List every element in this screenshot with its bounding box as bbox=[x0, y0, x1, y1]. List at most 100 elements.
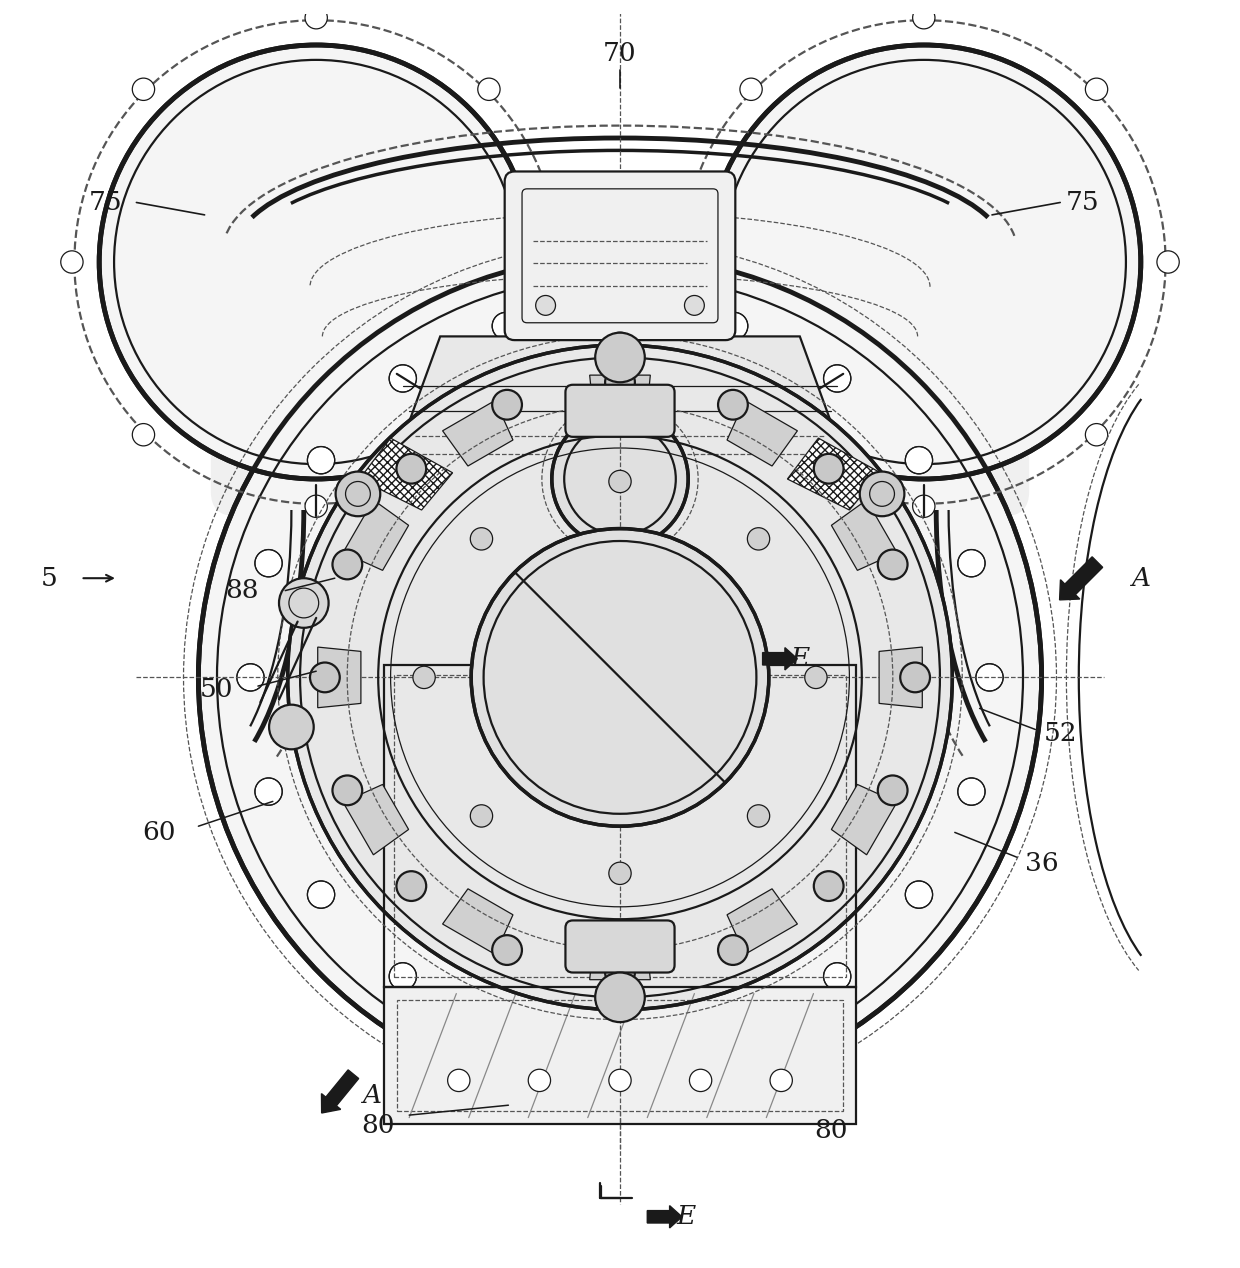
Circle shape bbox=[878, 776, 908, 805]
Circle shape bbox=[310, 662, 340, 692]
Text: 5: 5 bbox=[41, 566, 58, 591]
Circle shape bbox=[878, 549, 908, 579]
Circle shape bbox=[389, 365, 417, 392]
Circle shape bbox=[813, 871, 843, 902]
Circle shape bbox=[905, 881, 932, 908]
Circle shape bbox=[174, 231, 1066, 1123]
Circle shape bbox=[332, 776, 362, 805]
Circle shape bbox=[720, 312, 748, 340]
Polygon shape bbox=[727, 889, 797, 955]
Polygon shape bbox=[831, 785, 897, 855]
Polygon shape bbox=[443, 889, 513, 955]
Circle shape bbox=[308, 446, 335, 474]
Bar bbox=[384, 664, 856, 988]
Polygon shape bbox=[391, 336, 849, 473]
Circle shape bbox=[976, 663, 1003, 691]
Circle shape bbox=[813, 454, 843, 483]
Circle shape bbox=[913, 6, 935, 29]
Text: 80: 80 bbox=[813, 1117, 848, 1142]
Circle shape bbox=[255, 779, 283, 805]
Text: 60: 60 bbox=[141, 820, 176, 844]
Circle shape bbox=[397, 454, 427, 483]
Circle shape bbox=[770, 1069, 792, 1092]
Text: 75: 75 bbox=[1065, 190, 1100, 216]
Polygon shape bbox=[879, 647, 923, 708]
Circle shape bbox=[676, 14, 1172, 510]
Text: 50: 50 bbox=[200, 677, 234, 702]
Circle shape bbox=[957, 549, 985, 577]
Circle shape bbox=[609, 1069, 631, 1092]
Circle shape bbox=[905, 446, 932, 474]
Circle shape bbox=[470, 805, 492, 827]
Text: 36: 36 bbox=[1024, 851, 1059, 876]
Circle shape bbox=[397, 871, 427, 902]
Circle shape bbox=[492, 312, 520, 340]
Circle shape bbox=[536, 295, 556, 316]
Circle shape bbox=[99, 44, 533, 479]
Circle shape bbox=[1085, 424, 1107, 446]
Circle shape bbox=[595, 973, 645, 1022]
Circle shape bbox=[332, 549, 362, 579]
Circle shape bbox=[198, 256, 1042, 1099]
Bar bbox=[394, 675, 846, 978]
Circle shape bbox=[308, 881, 335, 908]
Circle shape bbox=[470, 527, 492, 550]
Polygon shape bbox=[787, 437, 880, 510]
Text: A: A bbox=[362, 1083, 382, 1108]
Polygon shape bbox=[727, 401, 797, 467]
Circle shape bbox=[389, 962, 417, 990]
FancyArrow shape bbox=[321, 1070, 358, 1113]
Circle shape bbox=[528, 1069, 551, 1092]
Circle shape bbox=[605, 368, 635, 397]
Circle shape bbox=[606, 294, 634, 322]
Circle shape bbox=[336, 472, 381, 516]
Text: 88: 88 bbox=[224, 578, 259, 604]
Circle shape bbox=[823, 365, 851, 392]
Circle shape bbox=[740, 79, 763, 100]
Polygon shape bbox=[317, 647, 361, 708]
Polygon shape bbox=[343, 785, 409, 855]
Circle shape bbox=[748, 527, 770, 550]
FancyBboxPatch shape bbox=[505, 171, 735, 340]
Circle shape bbox=[477, 424, 500, 446]
Circle shape bbox=[913, 495, 935, 517]
Circle shape bbox=[448, 1069, 470, 1092]
Text: 70: 70 bbox=[603, 41, 637, 66]
Circle shape bbox=[718, 936, 748, 965]
Bar bbox=[397, 999, 843, 1111]
FancyArrow shape bbox=[1060, 557, 1102, 600]
Circle shape bbox=[133, 79, 155, 100]
Circle shape bbox=[859, 472, 904, 516]
Circle shape bbox=[492, 389, 522, 420]
Polygon shape bbox=[590, 375, 650, 418]
Circle shape bbox=[288, 345, 952, 1009]
Circle shape bbox=[237, 663, 264, 691]
Text: 52: 52 bbox=[1043, 720, 1078, 746]
Circle shape bbox=[606, 1033, 634, 1060]
Circle shape bbox=[1157, 251, 1179, 273]
Circle shape bbox=[718, 389, 748, 420]
Polygon shape bbox=[590, 937, 650, 980]
Circle shape bbox=[609, 862, 631, 885]
Circle shape bbox=[900, 662, 930, 692]
Circle shape bbox=[748, 805, 770, 827]
Circle shape bbox=[133, 424, 155, 446]
Circle shape bbox=[1085, 79, 1107, 100]
Circle shape bbox=[255, 549, 283, 577]
Circle shape bbox=[684, 295, 704, 316]
Circle shape bbox=[595, 332, 645, 382]
Circle shape bbox=[477, 79, 500, 100]
FancyBboxPatch shape bbox=[211, 318, 1029, 516]
Circle shape bbox=[707, 44, 1141, 479]
FancyArrow shape bbox=[647, 1206, 682, 1227]
Circle shape bbox=[269, 705, 314, 749]
Circle shape bbox=[668, 251, 691, 273]
Circle shape bbox=[805, 666, 827, 689]
Circle shape bbox=[740, 424, 763, 446]
FancyBboxPatch shape bbox=[565, 921, 675, 973]
Circle shape bbox=[549, 251, 572, 273]
FancyBboxPatch shape bbox=[565, 384, 675, 437]
Circle shape bbox=[305, 6, 327, 29]
Text: E: E bbox=[676, 1205, 696, 1229]
Text: 75: 75 bbox=[88, 190, 123, 216]
